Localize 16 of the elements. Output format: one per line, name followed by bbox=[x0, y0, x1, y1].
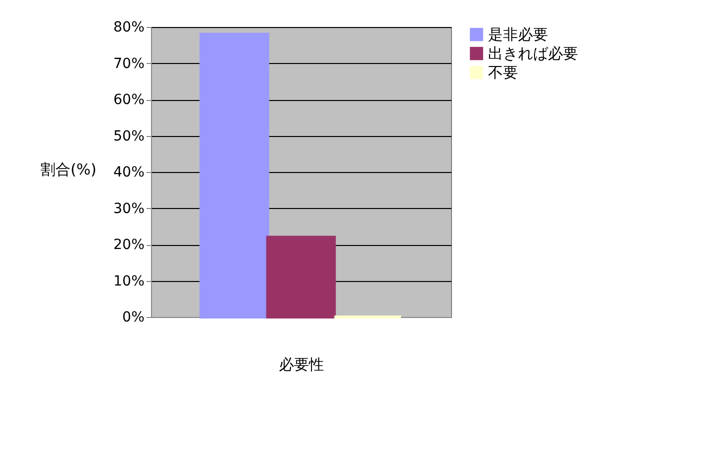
y-tick-label: 70% bbox=[113, 56, 144, 72]
y-tick-label: 60% bbox=[113, 92, 144, 108]
y-tick-label: 40% bbox=[113, 164, 144, 180]
y-axis-title: 割合(%) bbox=[40, 160, 96, 178]
legend-label: 出きれば必要 bbox=[488, 44, 578, 62]
x-axis-title: 必要性 bbox=[279, 356, 324, 374]
legend-label: 是非必要 bbox=[488, 26, 548, 44]
y-tick-label: 30% bbox=[113, 200, 144, 217]
y-tick-label: 20% bbox=[113, 237, 144, 253]
y-tick-label: 80% bbox=[113, 20, 144, 36]
y-tick-label: 0% bbox=[122, 310, 144, 326]
y-tick-label: 50% bbox=[113, 128, 144, 144]
bar bbox=[266, 236, 336, 318]
y-tick-label: 10% bbox=[113, 273, 144, 290]
bar bbox=[200, 32, 270, 318]
legend-label: 不要 bbox=[488, 64, 518, 82]
